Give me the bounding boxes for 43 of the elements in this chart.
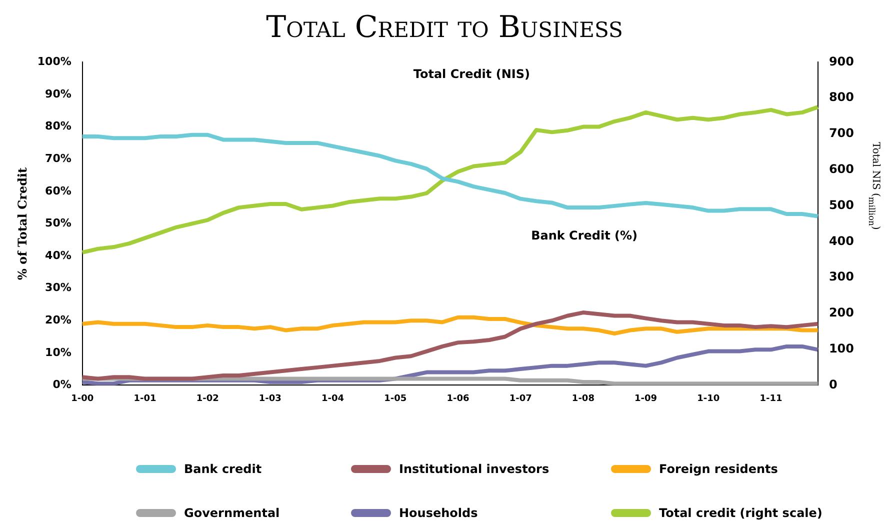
x-tick-label: 1-06 — [446, 394, 470, 404]
legend-label: Governmental — [184, 506, 280, 520]
x-tick-label: 1-02 — [196, 394, 219, 404]
x-tick-label: 1-03 — [258, 394, 282, 404]
chart-title: Total Credit to Business — [265, 9, 624, 47]
y2-tick-label: 900 — [828, 54, 854, 68]
legend-label: Institutional investors — [399, 462, 550, 476]
y2-tick-label: 100 — [828, 341, 854, 356]
y-tick-label: 0% — [52, 378, 72, 392]
y2-tick-label: 500 — [828, 198, 854, 212]
x-tick-label: 1-04 — [322, 394, 344, 404]
y2-tick-label: 800 — [828, 90, 854, 104]
legend-label: Households — [399, 506, 478, 520]
y-tick-label: 20% — [45, 313, 72, 326]
y-axis-title: % of Total Credit — [15, 166, 30, 280]
y-tick-label: 80% — [45, 120, 72, 133]
y2-tick-label: 400 — [828, 234, 854, 248]
x-tick-label: 1-09 — [634, 394, 658, 404]
y-tick-label: 100% — [37, 55, 72, 68]
x-tick-label: 1-01 — [134, 394, 156, 404]
x-tick-label: 1-11 — [760, 394, 782, 404]
y-tick-label: 50% — [45, 216, 72, 230]
annotation: Bank Credit (%) — [531, 228, 638, 242]
y-tick-label: 60% — [45, 184, 72, 198]
x-tick-label: 1-07 — [509, 394, 532, 404]
legend-label: Total credit (right scale) — [659, 506, 822, 520]
y-tick-label: 70% — [45, 152, 72, 165]
y2-tick-label: 200 — [828, 306, 854, 320]
x-tick-label: 1-00 — [71, 394, 94, 404]
y2-tick-label: 0 — [828, 377, 838, 392]
y-tick-label: 40% — [45, 248, 72, 262]
annotation: Total Credit (NIS) — [413, 66, 530, 81]
x-tick-label: 1-08 — [572, 394, 594, 404]
y-tick-label: 90% — [45, 87, 72, 100]
x-tick-label: 1-10 — [697, 394, 720, 404]
y-tick-label: 30% — [45, 281, 72, 294]
y2-tick-label: 600 — [828, 162, 854, 176]
x-tick-label: 1-05 — [384, 394, 407, 404]
legend-label: Foreign residents — [659, 462, 778, 476]
y2-tick-label: 300 — [828, 270, 854, 284]
legend-label: Bank credit — [184, 462, 262, 476]
y-tick-label: 10% — [45, 346, 72, 359]
y2-tick-label: 700 — [828, 126, 854, 140]
